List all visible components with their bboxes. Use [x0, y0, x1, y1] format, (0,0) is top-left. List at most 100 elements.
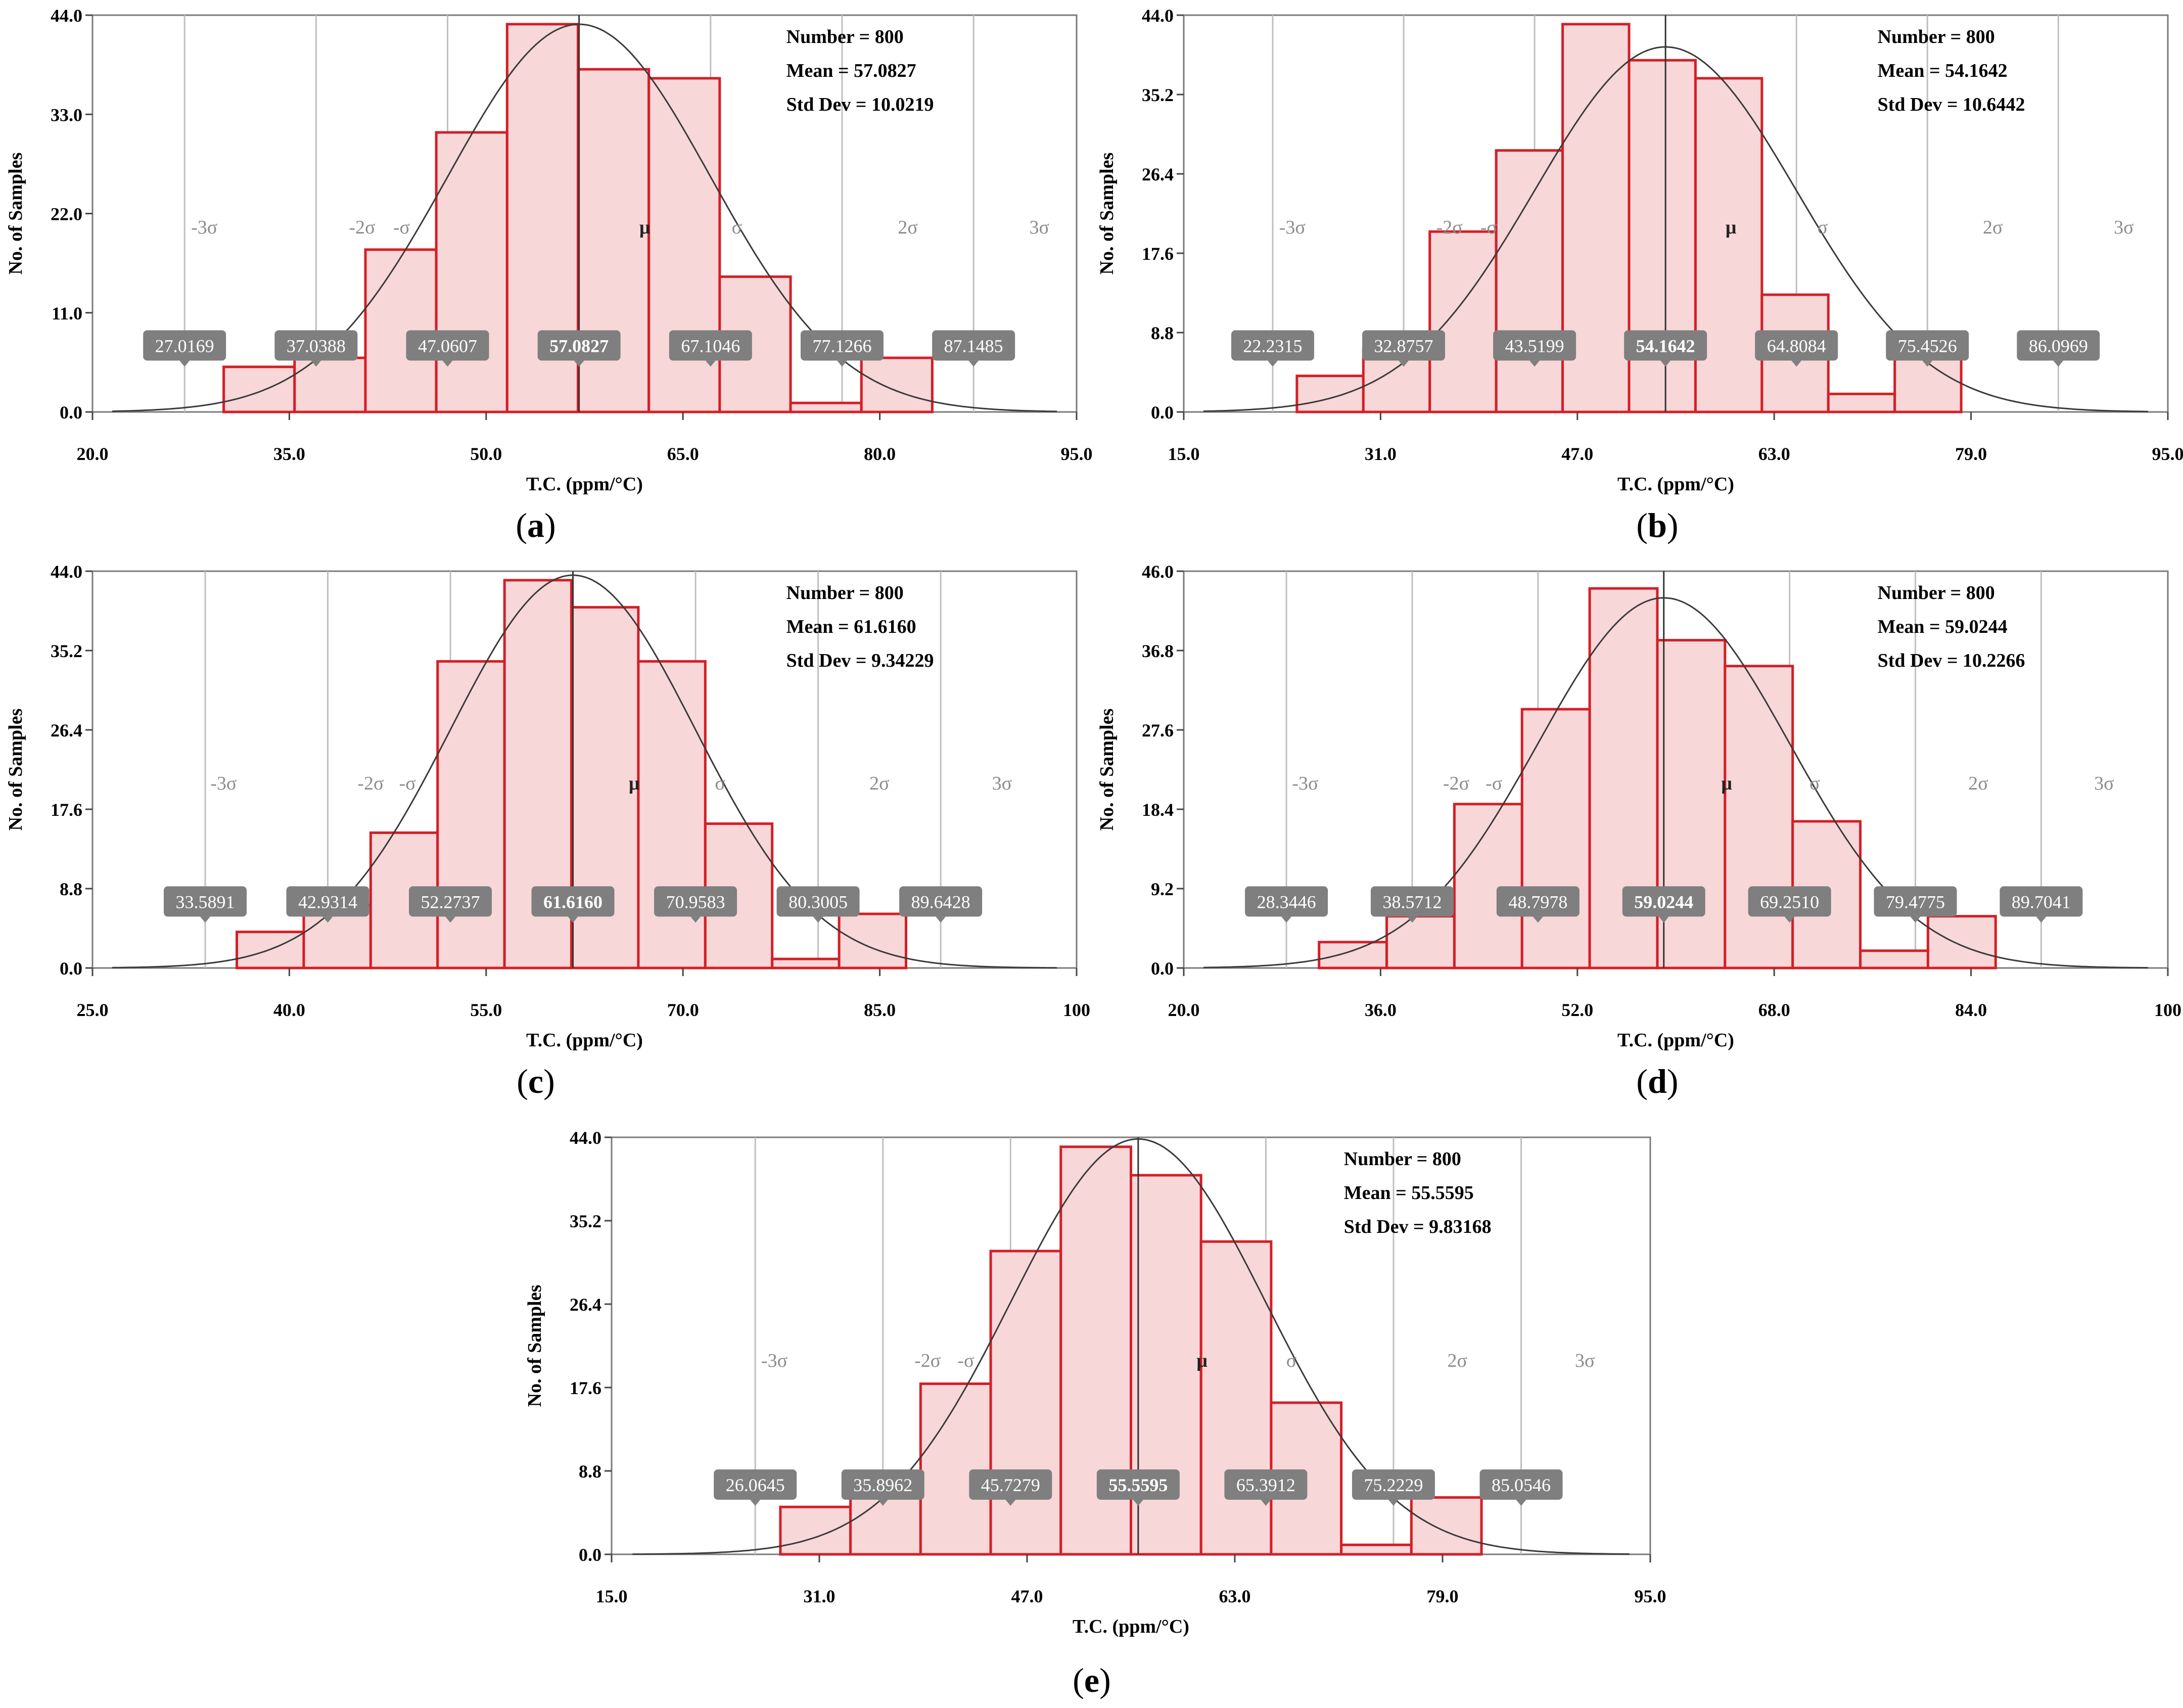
sigma-label-box — [406, 330, 489, 361]
zone-label: -σ — [1485, 773, 1502, 794]
sigma-label-text: 87.1485 — [944, 336, 1003, 356]
sigma-value-label: 87.1485 — [932, 330, 1015, 367]
x-tick-label: 80.0 — [864, 444, 896, 464]
sigma-label-box — [1362, 330, 1446, 361]
sigma-label-text: 22.2315 — [1243, 336, 1302, 356]
sigma-label-text: 77.1266 — [813, 336, 872, 356]
panel-caption-b: (b) — [1636, 506, 1679, 544]
sigma-label-box — [776, 886, 860, 917]
sigma-label-box — [1624, 330, 1707, 361]
sigma-label-box — [899, 886, 983, 917]
histogram-bar — [919, 1382, 992, 1556]
zone-label: 2σ — [1448, 1350, 1467, 1371]
sigma-label-text: 65.3912 — [1236, 1475, 1295, 1495]
sigma-label-text: 69.2510 — [1760, 892, 1819, 912]
histogram-bar — [222, 365, 296, 413]
sigma-label-text: 59.0244 — [1634, 892, 1693, 912]
density-curve — [1203, 597, 2149, 969]
y-tick-label: 0.0 — [1151, 958, 1174, 979]
y-tick-label: 26.4 — [1142, 164, 1174, 184]
sigma-label-box — [1231, 330, 1314, 361]
sigma-label-text: 57.0827 — [549, 336, 609, 356]
sigma-value-label: 77.1266 — [801, 330, 884, 367]
zone-label: -3σ — [210, 773, 237, 794]
sigma-value-label: 22.2315 — [1231, 330, 1314, 367]
panel-caption-a: (a) — [516, 506, 556, 544]
zone-label: σ — [1809, 773, 1820, 794]
x-tick-label: 40.0 — [273, 1000, 305, 1020]
x-tick-label: 15.0 — [1168, 444, 1200, 464]
x-tick-label: 95.0 — [1061, 444, 1093, 464]
sigma-label-text: 52.2737 — [421, 892, 480, 912]
x-tick-label: 85.0 — [864, 1000, 896, 1020]
sigma-label-box — [669, 330, 752, 361]
sigma-label-pointer — [936, 916, 946, 923]
sigma-value-label: 35.8962 — [841, 1469, 924, 1506]
sigma-value-label: 33.5891 — [163, 886, 247, 923]
sigma-value-label: 52.2737 — [409, 886, 492, 923]
x-tick-label: 84.0 — [1955, 1000, 1987, 1020]
sigma-value-label: 47.0607 — [406, 330, 489, 367]
histogram-bar — [1318, 941, 1388, 970]
histogram-bar — [789, 401, 863, 413]
histogram-bar — [1295, 375, 1365, 413]
histogram-bar — [1656, 639, 1727, 970]
histogram-bar — [1340, 1543, 1413, 1556]
sigma-label-pointer — [750, 1500, 761, 1506]
sigma-label-pointer — [1910, 916, 1921, 923]
y-tick-label: 0.0 — [1151, 402, 1174, 423]
x-tick-label: 50.0 — [470, 444, 502, 464]
sigma-value-label: 45.7279 — [969, 1469, 1052, 1506]
sigma-label-text: 48.7978 — [1508, 892, 1567, 912]
stats-text: Number = 800 — [1344, 1148, 1461, 1170]
x-tick-label: 100 — [2154, 1000, 2181, 1020]
zone-label: μ — [639, 217, 651, 238]
sigma-label-text: 55.5595 — [1108, 1475, 1168, 1495]
zone-label: μ — [1721, 773, 1732, 794]
histogram-panel-b: -3σ -2σ -σ μ σ 2σ 3σ 22.2315 32.8757 43.5199 54.16… — [1091, 0, 2183, 561]
panel-caption-c: (c) — [517, 1062, 555, 1100]
sigma-label-box — [143, 330, 226, 361]
sigma-value-label: 85.0546 — [1479, 1469, 1563, 1506]
zone-label: 3σ — [992, 773, 1012, 794]
sigma-label-text: 35.8962 — [853, 1475, 912, 1495]
sigma-label-pointer — [1529, 360, 1540, 367]
y-tick-label: 33.0 — [51, 105, 82, 125]
sigma-label-box — [1755, 330, 1838, 361]
sigma-label-text: 67.1046 — [681, 336, 740, 356]
stats-text: Number = 800 — [1878, 26, 1995, 48]
sigma-label-pointer — [2036, 916, 2047, 923]
x-tick-label: 95.0 — [1635, 1586, 1666, 1606]
sigma-label-text: 45.7279 — [981, 1475, 1040, 1495]
zone-label: -σ — [393, 217, 410, 238]
sigma-label-pointer — [1261, 1500, 1271, 1506]
zone-label: μ — [1726, 217, 1737, 238]
sigma-value-label: 89.7041 — [2000, 886, 2083, 923]
sigma-label-text: 80.3005 — [788, 892, 848, 912]
histogram-b-svg: -3σ -2σ -σ μ σ 2σ 3σ 22.2315 32.8757 43.5199 54.16… — [1096, 6, 2183, 495]
x-axis-title: T.C. (ppm/°C) — [1617, 474, 1734, 495]
density-curve — [112, 574, 1057, 969]
y-tick-label: 35.2 — [1142, 85, 1174, 105]
sigma-label-pointer — [311, 360, 321, 367]
zone-label: -3σ — [761, 1350, 787, 1371]
y-tick-label: 8.8 — [60, 879, 82, 899]
sigma-label-text: 54.1642 — [1636, 336, 1695, 356]
zone-label: -2σ — [349, 217, 375, 238]
sigma-value-label: 89.6428 — [899, 886, 983, 923]
histogram-bar — [1199, 1240, 1273, 1556]
y-axis-title: No. of Samples — [5, 709, 26, 831]
sigma-label-text: 75.4526 — [1898, 336, 1957, 356]
zone-label: σ — [715, 773, 725, 794]
y-tick-label: 46.0 — [1142, 562, 1174, 582]
sigma-value-label: 32.8757 — [1362, 330, 1446, 367]
histogram-e-svg: -3σ -2σ -σ μ σ 2σ 3σ 26.0645 35.8962 45.7279 55.55… — [524, 1128, 1666, 1637]
zone-label: 2σ — [869, 773, 889, 794]
sigma-label-pointer — [568, 916, 578, 923]
sigma-label-pointer — [1784, 916, 1795, 923]
sigma-label-text: 86.0969 — [2029, 336, 2088, 356]
histogram-bar — [293, 356, 367, 413]
stats-text: Number = 800 — [786, 582, 904, 604]
histogram-panel-d: -3σ -2σ -σ μ σ 2σ 3σ 28.3446 38.5712 48.7978 59.02… — [1091, 556, 2183, 1117]
sigma-label-box — [537, 330, 621, 361]
